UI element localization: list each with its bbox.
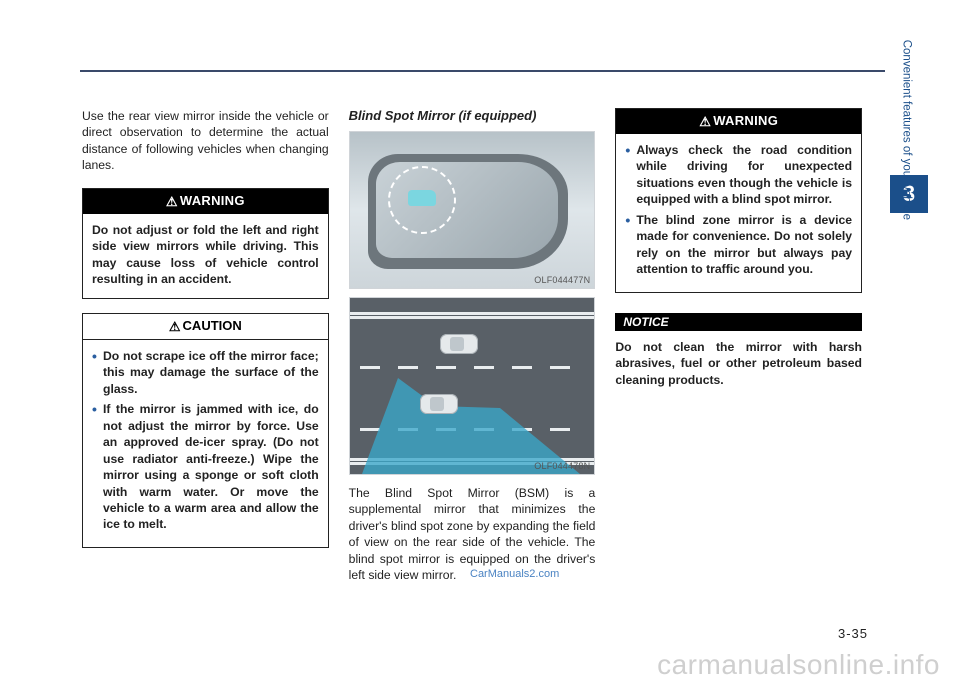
caution-box: ⚠CAUTION Do not scrape ice off the mir­r…	[82, 313, 329, 548]
caution-body: Do not scrape ice off the mir­ror face; …	[83, 340, 328, 547]
warning-box-2: ⚠WARNING Always check the road condi­tio…	[615, 108, 862, 293]
warning-title-2: ⚠WARNING	[616, 109, 861, 134]
warning-body-2: Always check the road condi­tion while d…	[616, 134, 861, 292]
column-3: ⚠WARNING Always check the road condi­tio…	[615, 108, 862, 584]
car-top-icon	[420, 394, 458, 414]
road-scene	[350, 298, 595, 474]
column-1: Use the rear view mirror inside the vehi…	[82, 108, 329, 584]
blind-spot-cone	[350, 298, 596, 475]
intro-paragraph: Use the rear view mirror inside the vehi…	[82, 108, 329, 174]
caution-item-2: If the mirror is jammed with ice, do not…	[92, 401, 319, 533]
warning2-item-2: The blind zone mirror is a device made f…	[625, 212, 852, 278]
warning-body-1: Do not adjust or fold the left and right…	[83, 214, 328, 298]
car-top-icon	[440, 334, 478, 354]
mirror-scene	[350, 132, 595, 288]
figure2-code: OLF044478N	[534, 461, 590, 471]
warning-title-text-2: WARNING	[713, 113, 778, 128]
caution-title-text: CAUTION	[183, 318, 242, 333]
watermark-large: carmanualsonline.info	[657, 649, 940, 681]
caution-title: ⚠CAUTION	[83, 314, 328, 340]
column-2: Blind Spot Mirror (if equipped) OLF04447…	[349, 108, 596, 584]
top-horizontal-rule	[80, 70, 885, 72]
caution-icon: ⚠	[169, 319, 181, 335]
warning-box-1: ⚠WARNING Do not adjust or fold the left …	[82, 188, 329, 299]
notice-label: NOTICE	[615, 313, 862, 331]
figure-road: OLF044478N	[349, 297, 596, 475]
warning-title-text: WARNING	[180, 193, 245, 208]
warning2-item-1: Always check the road condi­tion while d…	[625, 142, 852, 208]
content-columns: Use the rear view mirror inside the vehi…	[82, 108, 862, 584]
bsm-heading: Blind Spot Mirror (if equipped)	[349, 108, 596, 123]
warning-icon: ⚠	[166, 194, 178, 210]
watermark-small: CarManuals2.com	[470, 568, 559, 580]
figure-mirror: OLF044477N	[349, 131, 596, 289]
reflected-car-icon	[408, 190, 436, 206]
figure1-code: OLF044477N	[534, 275, 590, 285]
warning-title-1: ⚠WARNING	[83, 189, 328, 214]
page-number: 3-35	[838, 626, 868, 641]
notice-text: Do not clean the mirror with harsh abras…	[615, 339, 862, 388]
warning-icon: ⚠	[699, 114, 711, 130]
section-side-title: Convenient features of your vehicle	[900, 40, 912, 220]
caution-item-1: Do not scrape ice off the mir­ror face; …	[92, 348, 319, 397]
